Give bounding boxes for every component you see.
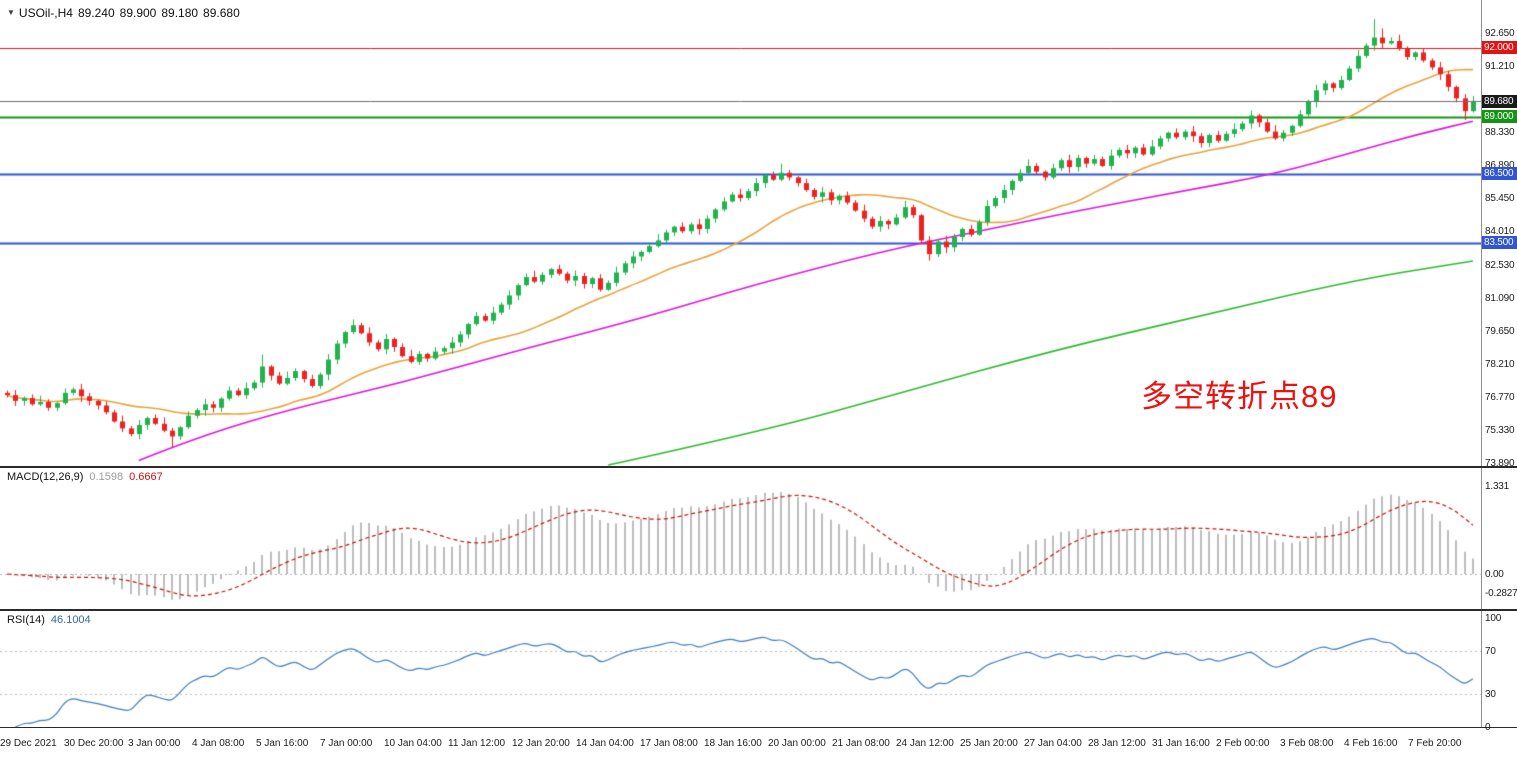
price-axis-label: 79.650 <box>1485 325 1515 337</box>
time-axis-label: 7 Jan 00:00 <box>320 738 373 749</box>
price-axis-label: 84.010 <box>1485 226 1515 238</box>
rsi-indicator-label: RSI(14) 46.1004 <box>7 614 91 626</box>
macd-axis-label: 0.00 <box>1485 569 1504 580</box>
rsi-value: 46.1004 <box>50 614 91 626</box>
time-axis-label: 24 Jan 12:00 <box>896 738 954 749</box>
time-axis-label: 4 Feb 16:00 <box>1344 738 1398 749</box>
price-axis-label: 75.330 <box>1485 424 1515 436</box>
price-axis-label: 88.330 <box>1485 127 1515 139</box>
time-axis-label: 3 Jan 00:00 <box>128 738 181 749</box>
time-axis-label: 20 Jan 00:00 <box>768 738 826 749</box>
time-axis-label: 14 Jan 04:00 <box>576 738 634 749</box>
resistance-line-tag-92[interactable]: 92.000 <box>1482 41 1517 55</box>
price-axis-label: 76.770 <box>1485 391 1515 403</box>
time-axis-label: 17 Jan 08:00 <box>640 738 698 749</box>
symbol-marker-icon: ▼ <box>7 8 15 17</box>
support-line-tag-86-5[interactable]: 86.500 <box>1482 167 1517 181</box>
price-axis[interactable]: 92.650 91.210 88.330 86.890 85.450 84.010 82.5… <box>1482 0 1517 727</box>
main-price-chart-canvas[interactable] <box>0 0 1481 466</box>
ohlc-open-value: 89.240 <box>77 6 115 20</box>
panel-separator-macd[interactable] <box>0 466 1517 468</box>
time-axis-label: 18 Jan 16:00 <box>704 738 762 749</box>
time-axis-label: 7 Feb 20:00 <box>1408 738 1462 749</box>
time-axis-label: 3 Feb 08:00 <box>1280 738 1334 749</box>
price-axis-label: 92.650 <box>1485 28 1515 39</box>
price-axis-label: 78.210 <box>1485 358 1515 370</box>
price-axis-label: 73.890 <box>1485 458 1515 469</box>
time-axis-label: 27 Jan 04:00 <box>1024 738 1082 749</box>
macd-axis-label: 1.331 <box>1485 481 1510 493</box>
time-axis-label: 28 Jan 12:00 <box>1088 738 1146 749</box>
chart-header: ▼ USOil-,H4 89.240 89.900 89.180 89.680 <box>7 6 240 20</box>
chart-title-symbol: USOil-,H4 <box>18 6 73 20</box>
time-axis-label: 10 Jan 04:00 <box>384 738 442 749</box>
time-axis-label: 4 Jan 08:00 <box>192 738 245 749</box>
macd-axis[interactable]: 1.331 0.00 -0.2827 <box>1482 468 1517 609</box>
rsi-label-name: RSI(14) <box>7 614 45 626</box>
time-axis-label: 29 Dec 2021 <box>0 738 57 749</box>
rsi-axis-label: 30 <box>1485 689 1496 701</box>
price-axis-label: 82.530 <box>1485 259 1515 271</box>
price-axis-label: 86.890 <box>1485 160 1515 172</box>
rsi-axis-label: 100 <box>1485 613 1502 624</box>
macd-main-value: 0.1598 <box>89 471 124 483</box>
time-axis-label: 21 Jan 08:00 <box>832 738 890 749</box>
pivot-line-tag-89[interactable]: 89.000 <box>1482 110 1517 124</box>
panel-separator-rsi[interactable] <box>0 609 1517 611</box>
time-axis-label: 31 Jan 16:00 <box>1152 738 1210 749</box>
macd-signal-value: 0.6667 <box>129 471 163 483</box>
current-price-tag: 89.680 <box>1482 94 1517 108</box>
price-axis-separator-line <box>1481 0 1482 727</box>
price-axis-label: 81.090 <box>1485 292 1515 304</box>
macd-indicator-canvas[interactable] <box>0 468 1481 609</box>
time-axis-label: 12 Jan 20:00 <box>512 738 570 749</box>
price-axis-label: 85.450 <box>1485 193 1515 205</box>
macd-label-name: MACD(12,26,9) <box>7 471 84 483</box>
rsi-axis[interactable]: 100 70 30 0 <box>1482 611 1517 733</box>
macd-indicator-label: MACD(12,26,9) 0.1598 0.6667 <box>7 471 163 483</box>
rsi-axis-label: 70 <box>1485 645 1496 657</box>
rsi-indicator-canvas[interactable] <box>0 611 1481 727</box>
price-axis-label: 91.210 <box>1485 61 1515 72</box>
time-axis-label: 2 Feb 00:00 <box>1216 738 1270 749</box>
ohlc-high-value: 89.900 <box>119 6 157 20</box>
time-axis-label: 5 Jan 16:00 <box>256 738 309 749</box>
ohlc-close-value: 89.680 <box>203 6 240 20</box>
rsi-axis-label: 0 <box>1485 722 1491 733</box>
ohlc-low-value: 89.180 <box>161 6 199 20</box>
time-axis[interactable]: 29 Dec 2021 30 Dec 20:00 3 Jan 00:00 4 Jan … <box>0 728 1481 758</box>
time-axis-label: 25 Jan 20:00 <box>960 738 1018 749</box>
time-axis-label: 11 Jan 12:00 <box>448 738 506 749</box>
support-line-tag-83-5[interactable]: 83.500 <box>1482 236 1517 250</box>
time-axis-label: 30 Dec 20:00 <box>64 738 124 749</box>
panel-separator-bottom <box>0 727 1517 728</box>
chart-annotation-text[interactable]: 多空转折点89 <box>1141 379 1338 414</box>
macd-axis-label: -0.2827 <box>1485 587 1517 599</box>
